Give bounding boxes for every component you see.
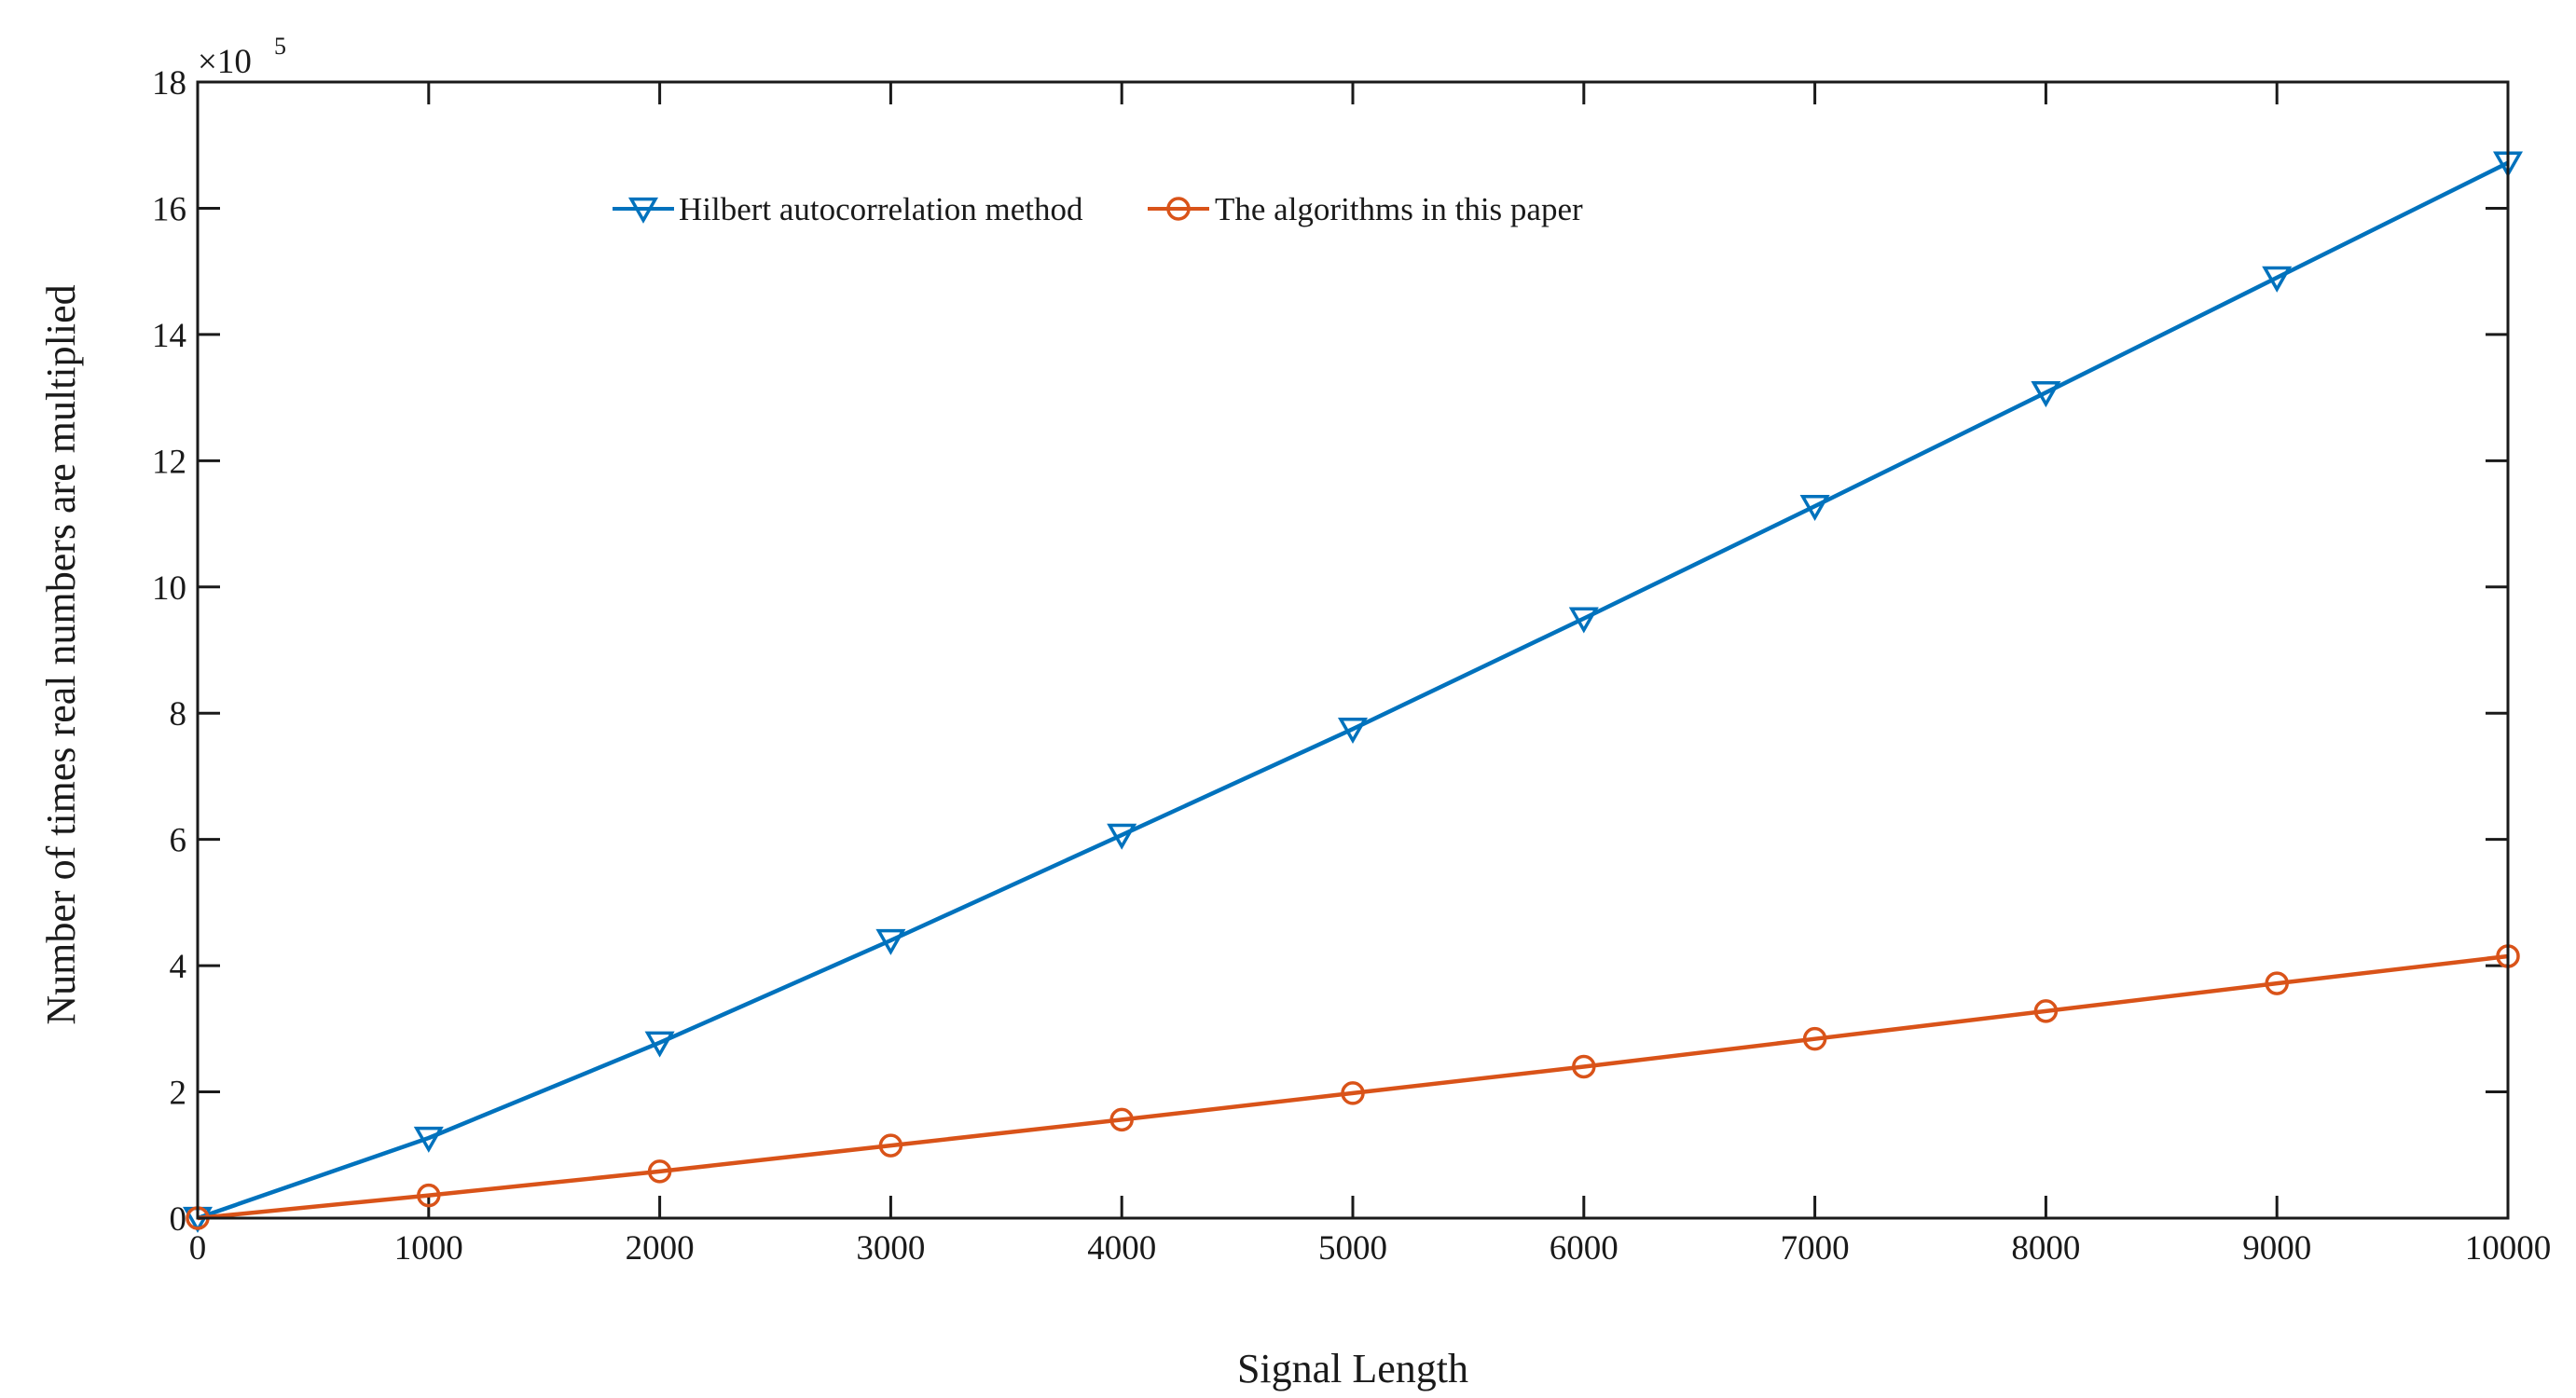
data-point bbox=[1572, 1054, 1596, 1079]
data-point bbox=[1107, 823, 1137, 850]
data-point bbox=[1109, 1107, 1134, 1132]
data-point bbox=[2031, 381, 2061, 408]
x-tick-label: 1000 bbox=[394, 1229, 463, 1268]
legend-item-paper: The algorithms in this paper bbox=[1148, 191, 1583, 227]
x-tick-label: 9000 bbox=[2242, 1229, 2311, 1268]
y-axis-title: Number of times real numbers are multipl… bbox=[38, 284, 84, 1024]
legend-marker-circle bbox=[1166, 197, 1191, 221]
data-point bbox=[2265, 971, 2289, 995]
y-tick-label: 14 bbox=[152, 317, 186, 355]
data-point bbox=[2262, 266, 2293, 293]
data-point bbox=[1341, 1081, 1365, 1105]
y-tick-label: 18 bbox=[152, 64, 186, 103]
x-tick-label: 7000 bbox=[1781, 1229, 1850, 1268]
data-point bbox=[644, 1031, 675, 1058]
legend-label-hilbert: Hilbert autocorrelation method bbox=[679, 191, 1083, 227]
data-point bbox=[878, 1133, 903, 1158]
legend: Hilbert autocorrelation method The algor… bbox=[613, 191, 1583, 227]
plot-area-frame bbox=[196, 80, 2510, 1220]
y-tick-label: 16 bbox=[152, 190, 186, 228]
y-tick-label: 4 bbox=[170, 948, 187, 986]
data-point bbox=[2033, 999, 2059, 1023]
legend-marker-triangle bbox=[627, 197, 659, 224]
legend-item-hilbert: Hilbert autocorrelation method bbox=[613, 191, 1083, 227]
series-line bbox=[197, 953, 2509, 1221]
x-tick-label: 2000 bbox=[626, 1229, 695, 1268]
x-axis-title: Signal Length bbox=[1237, 1346, 1468, 1391]
data-point bbox=[647, 1159, 672, 1184]
y-tick-label: 10 bbox=[152, 569, 186, 608]
x-tick-label: 6000 bbox=[1550, 1229, 1619, 1268]
legend-label-paper: The algorithms in this paper bbox=[1215, 191, 1583, 227]
x-tick-label: 8000 bbox=[2011, 1229, 2080, 1268]
y-tick-label: 8 bbox=[170, 695, 187, 733]
series-line bbox=[197, 160, 2510, 1221]
data-point bbox=[417, 1183, 441, 1208]
y-axis-multiplier: ×10 bbox=[198, 43, 252, 81]
x-tick-label: 3000 bbox=[856, 1229, 925, 1268]
data-point bbox=[1568, 607, 1599, 634]
x-tick-label: 5000 bbox=[1318, 1229, 1387, 1268]
data-point bbox=[1799, 494, 1830, 521]
tick-labels: 0 1000 2000 3000 4000 5000 6000 7000 8000 9000 100… bbox=[152, 64, 2551, 1268]
y-tick-label: 12 bbox=[152, 443, 186, 481]
data-point bbox=[413, 1126, 444, 1153]
y-tick-label: 6 bbox=[170, 822, 187, 860]
data-point bbox=[1337, 718, 1369, 745]
y-tick-label: 0 bbox=[170, 1200, 187, 1239]
x-tick-label: 0 bbox=[189, 1229, 207, 1268]
data-series bbox=[182, 151, 2524, 1233]
y-tick-label: 2 bbox=[170, 1075, 187, 1113]
data-point bbox=[1802, 1026, 1827, 1051]
x-tick-label: 10000 bbox=[2465, 1229, 2552, 1268]
y-axis-multiplier-exponent: 5 bbox=[274, 33, 286, 60]
x-tick-label: 4000 bbox=[1087, 1229, 1156, 1268]
data-point bbox=[875, 928, 906, 955]
